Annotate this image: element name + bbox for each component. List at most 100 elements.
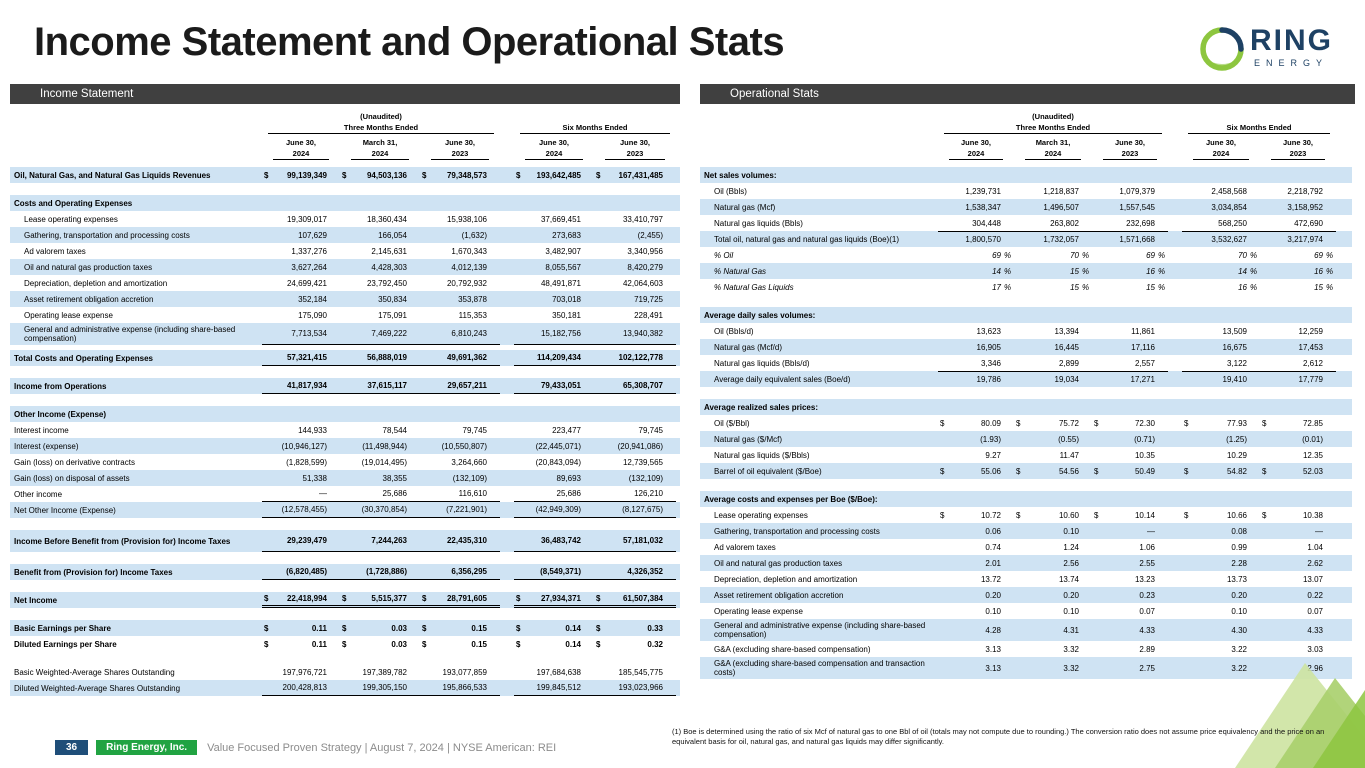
value-cell: 228,491 (634, 310, 663, 320)
value-cell: 4.33 (1307, 625, 1323, 635)
row-label: Basic Earnings per Share (14, 623, 111, 633)
value-cell (938, 307, 1014, 323)
table-row: Income Before Benefit from (Provision fo… (10, 530, 680, 552)
ring-energy-logo: RING ENERGY (1199, 26, 1333, 72)
value-cell: 2.96 (1307, 663, 1323, 673)
value-cell: 12,259 (1298, 326, 1323, 336)
table-row: Natural gas liquids (Bbls) 304,448 263,802… (700, 215, 1352, 231)
table-row: Depreciation, depletion and amortization… (700, 571, 1352, 587)
value-cell: 273,683 (552, 230, 581, 240)
row-label: Net Other Income (Expense) (14, 505, 116, 515)
value-cell: — (1315, 526, 1323, 536)
row-label: Natural gas (Mcf) (714, 202, 776, 212)
row-label: Interest (expense) (14, 441, 79, 451)
value-cell (1260, 307, 1336, 323)
row-label: Natural gas ($/Mcf) (714, 434, 783, 444)
footer-tagline: Value Focused Proven Strategy | August 7… (207, 741, 557, 754)
table-row: Gain (loss) on derivative contracts (1,82… (10, 454, 680, 470)
value-cell (1260, 491, 1336, 507)
page-number: 36 (55, 740, 89, 755)
table-row: Net Other Income (Expense) (12,578,455) (3… (10, 502, 680, 518)
value-cell: 0.99 (1231, 542, 1247, 552)
value-cell: 1.06 (1139, 542, 1155, 552)
value-cell: 15% (1146, 282, 1166, 292)
table-row: Net sales volumes: (700, 167, 1352, 183)
value-cell: $75.72 (1016, 418, 1079, 428)
value-cell (262, 195, 340, 211)
value-cell: 65,308,707 (594, 378, 676, 394)
value-cell: 15,938,106 (446, 214, 487, 224)
value-cell: 107,629 (298, 230, 327, 240)
row-label: G&A (excluding share-based compensation) (714, 644, 871, 654)
value-cell: 48,491,871 (540, 278, 581, 288)
value-cell: 3,122 (1226, 358, 1247, 368)
row-label: Oil (Bbls/d) (714, 326, 754, 336)
row-label: Lease operating expenses (714, 510, 808, 520)
table-row: Gain (loss) on disposal of assets 51,338 3… (10, 470, 680, 486)
value-cell: 42,064,603 (622, 278, 663, 288)
row-label: Interest income (14, 425, 69, 435)
row-label: Oil and natural gas production taxes (24, 262, 153, 272)
value-cell: 2,145,631 (371, 246, 407, 256)
row-label: Diluted Earnings per Share (14, 639, 117, 649)
value-cell: 19,786 (938, 371, 1014, 387)
value-cell: $193,642,485 (516, 170, 581, 180)
value-cell: 13.74 (1058, 574, 1079, 584)
value-cell: 185,545,775 (618, 667, 664, 677)
value-cell (1260, 167, 1336, 183)
value-cell: 193,023,966 (594, 680, 676, 696)
value-cell: 703,018 (552, 294, 581, 304)
value-cell: $10.60 (1016, 510, 1079, 520)
value-cell: 1,496,507 (1043, 202, 1079, 212)
value-cell: (8,127,675) (594, 502, 676, 518)
row-label: Barrel of oil equivalent ($/Boe) (714, 466, 822, 476)
value-cell (1092, 399, 1168, 415)
table-row: Income from Operations 41,817,934 37,615,1… (10, 378, 680, 394)
value-cell (1014, 399, 1092, 415)
value-cell: 197,684,638 (536, 667, 582, 677)
table-row: Basic Weighted-Average Shares Outstandin… (10, 664, 680, 680)
value-cell: 352,184 (298, 294, 327, 304)
value-cell: $72.30 (1094, 418, 1155, 428)
value-cell: $0.14 (516, 623, 581, 633)
table-row: Diluted Earnings per Share $0.11 $0.03 $0.1… (10, 636, 680, 652)
value-cell: $0.15 (422, 623, 487, 633)
value-cell: 2,458,568 (1211, 186, 1247, 196)
value-cell: 0.20 (1063, 590, 1079, 600)
value-cell: 3.32 (1063, 644, 1079, 654)
value-cell: 4.30 (1231, 625, 1247, 635)
value-cell (420, 195, 500, 211)
value-cell: 13.23 (1134, 574, 1155, 584)
value-cell: 2.89 (1139, 644, 1155, 654)
ring-logo-mark (1200, 27, 1244, 71)
table-row: G&A (excluding share-based compensation … (700, 657, 1352, 679)
value-cell (514, 406, 594, 422)
value-cell: 116,610 (420, 486, 500, 502)
value-cell: (20,843,094) (535, 457, 581, 467)
footer: 36 Ring Energy, Inc. Value Focused Prove… (55, 740, 556, 755)
value-cell: 36,483,742 (514, 530, 594, 552)
row-label: Ad valorem taxes (714, 542, 776, 552)
value-cell: 197,976,721 (282, 667, 328, 677)
value-cell: 3.13 (985, 644, 1001, 654)
value-cell: 19,410 (1182, 371, 1260, 387)
table-row: Asset retirement obligation accretion 0.2… (700, 587, 1352, 603)
row-label: Operating lease expense (714, 606, 803, 616)
value-cell: 10.35 (1134, 450, 1155, 460)
table-row: Basic Earnings per Share $0.11 $0.03 $0.15 $… (10, 620, 680, 636)
income-statement-section-bar: Income Statement (10, 84, 680, 104)
value-cell: 29,239,479 (262, 530, 340, 552)
value-cell: 25,686 (514, 486, 594, 502)
row-label: Gain (loss) on disposal of assets (14, 473, 130, 483)
table-row: Barrel of oil equivalent ($/Boe) $55.06 $5… (700, 463, 1352, 479)
table-row: Average costs and expenses per Boe ($/Bo… (700, 491, 1352, 507)
value-cell: 13.72 (980, 574, 1001, 584)
value-cell: $0.11 (264, 639, 327, 649)
value-cell: 69% (992, 250, 1012, 260)
value-cell: 22,435,310 (420, 530, 500, 552)
value-cell: 12.35 (1302, 450, 1323, 460)
value-cell: 16% (1238, 282, 1258, 292)
value-cell: 13,509 (1222, 326, 1247, 336)
value-cell: $10.72 (940, 510, 1001, 520)
